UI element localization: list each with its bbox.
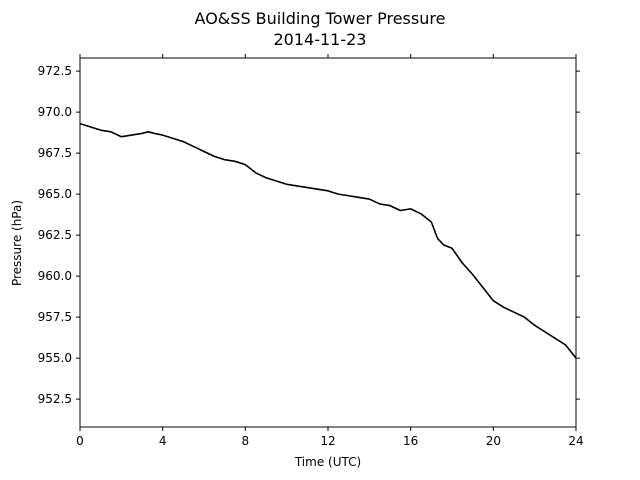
x-tick-label-6: 24 [568, 434, 583, 448]
x-tick-label-3: 12 [320, 434, 335, 448]
y-tick-label-1: 955.0 [38, 351, 72, 365]
chart-subtitle: 2014-11-23 [274, 30, 367, 49]
y-tick-label-0: 952.5 [38, 392, 72, 406]
y-tick-label-6: 967.5 [38, 146, 72, 160]
x-tick-label-5: 20 [486, 434, 501, 448]
x-tick-label-2: 8 [242, 434, 250, 448]
x-axis-label: Time (UTC) [294, 455, 361, 469]
x-tick-label-0: 0 [76, 434, 84, 448]
x-tick-label-1: 4 [159, 434, 167, 448]
y-tick-label-3: 960.0 [38, 269, 72, 283]
y-axis-label: Pressure (hPa) [10, 200, 24, 286]
x-tick-label-4: 16 [403, 434, 418, 448]
y-tick-label-5: 965.0 [38, 187, 72, 201]
y-tick-label-8: 972.5 [38, 64, 72, 78]
series-line-0 [79, 122, 577, 359]
y-tick-label-4: 962.5 [38, 228, 72, 242]
y-tick-label-2: 957.5 [38, 310, 72, 324]
plot-frame [79, 57, 577, 428]
chart-title: AO&SS Building Tower Pressure [195, 9, 446, 28]
y-tick-label-7: 970.0 [38, 105, 72, 119]
plot-area: 0 4 8 12 16 20 24 952.5 955.0 957.5 960.0 962.5 965.… [38, 54, 584, 448]
